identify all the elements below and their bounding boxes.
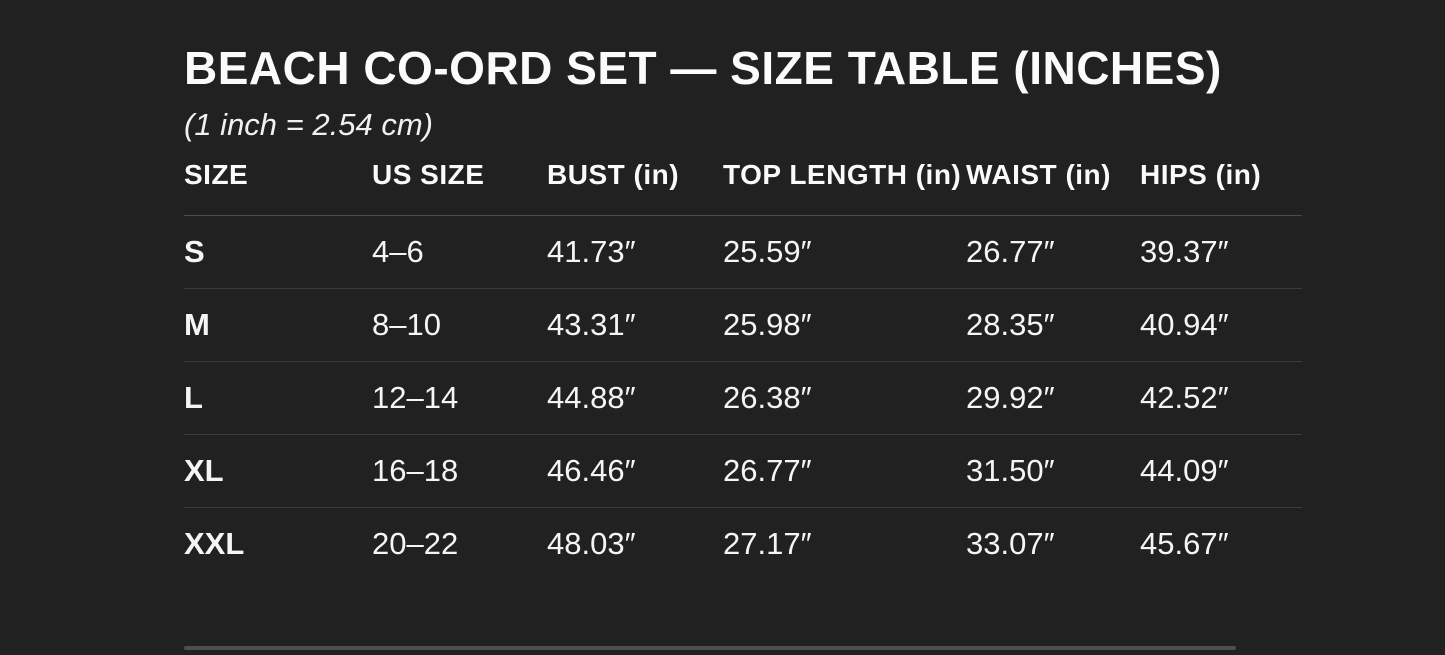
cell-top-length: 26.38″ (723, 361, 966, 435)
cell-waist: 29.92″ (966, 361, 1140, 435)
column-header-waist: WAIST (in) (966, 158, 1140, 216)
cell-us-size: 4–6 (372, 215, 547, 289)
column-header-us-size: US SIZE (372, 158, 547, 216)
column-header-size: SIZE (184, 158, 372, 216)
table-row-s: S 4–6 41.73″ 25.59″ 26.77″ 39.37″ (184, 215, 1302, 289)
table-row-m: M 8–10 43.31″ 25.98″ 28.35″ 40.94″ (184, 288, 1302, 362)
cell-us-size: 20–22 (372, 525, 459, 561)
column-header-hips: HIPS (in) (1140, 158, 1302, 216)
cell-size: XXL (184, 525, 245, 561)
cell-bust: 43.31″ (547, 288, 723, 362)
cell-bust: 44.88″ (547, 361, 723, 435)
cell-hips: 40.94″ (1140, 288, 1302, 362)
table-row-xl: XL 16–18 46.46″ 26.77″ 31.50″ 44.09″ (184, 434, 1302, 508)
header-row: SIZE US SIZE BUST (in) TOP LENGTH (in) W… (184, 158, 1302, 216)
cell-bust: 46.46″ (547, 434, 723, 508)
cell-size: L (184, 361, 372, 435)
cell-hips: 44.09″ (1140, 434, 1302, 508)
table-row-l: L 12–14 44.88″ 26.38″ 29.92″ 42.52″ (184, 361, 1302, 435)
page-title: BEACH CO-ORD SET — SIZE TABLE (INCHES) (184, 42, 1222, 94)
cell-hips: 42.52″ (1140, 361, 1302, 435)
cell-size: S (184, 215, 372, 289)
column-header-top-length: TOP LENGTH (in) (723, 158, 966, 216)
cell-top-length: 26.77″ (723, 434, 966, 508)
cell-us-size: 16–18 (372, 434, 547, 508)
cell-bust: 48.03″ (547, 525, 636, 561)
cell-top-length: 27.17″ (723, 525, 812, 561)
cell-bust: 41.73″ (547, 215, 723, 289)
cell-us-size: 12–14 (372, 361, 547, 435)
cell-waist: 33.07″ (966, 525, 1055, 561)
column-header-bust: BUST (in) (547, 158, 723, 216)
cell-waist: 31.50″ (966, 434, 1140, 508)
cell-waist: 28.35″ (966, 288, 1140, 362)
cell-size: M (184, 288, 372, 362)
size-table-section: BEACH CO-ORD SET — SIZE TABLE (INCHES) (… (184, 0, 1302, 655)
size-table: SIZE US SIZE BUST (in) TOP LENGTH (in) W… (184, 158, 1302, 580)
cell-size: XL (184, 434, 372, 508)
unit-conversion-note: (1 inch = 2.54 cm) (184, 107, 433, 142)
cell-us-size: 8–10 (372, 288, 547, 362)
table-row-xxl: XXL 20–22 48.03″ 27.17″ 33.07″ 45.67″ (184, 507, 1302, 580)
cell-top-length: 25.98″ (723, 288, 966, 362)
cell-hips: 39.37″ (1140, 215, 1302, 289)
bottom-divider (184, 646, 1236, 650)
cell-top-length: 25.59″ (723, 215, 966, 289)
cell-hips: 45.67″ (1140, 525, 1229, 561)
cell-waist: 26.77″ (966, 215, 1140, 289)
